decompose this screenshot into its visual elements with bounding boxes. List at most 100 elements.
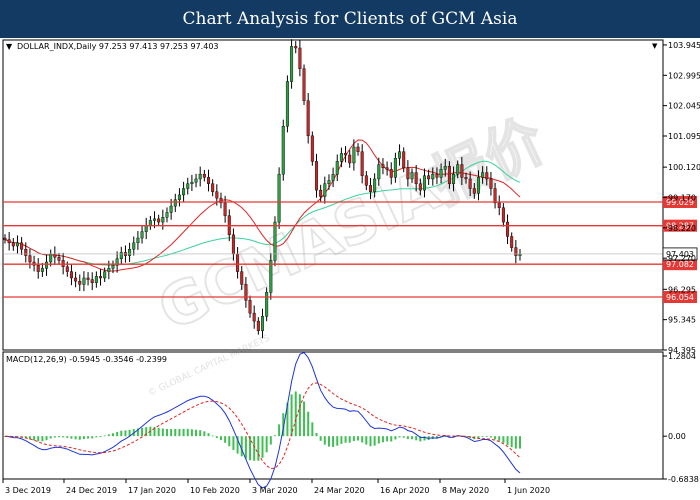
macd-histogram-bar [228, 436, 231, 447]
candle-body [261, 316, 265, 331]
candle-body [472, 188, 476, 194]
candle-body [402, 151, 406, 168]
candle-body [281, 126, 285, 175]
candle-body [78, 280, 82, 285]
macd-histogram-bar [498, 436, 501, 441]
time-tick-label: 8 May 2020 [442, 486, 489, 495]
macd-histogram-bar [286, 402, 289, 437]
current-price-box [662, 247, 698, 261]
candle-body [82, 277, 86, 285]
candle-body [514, 247, 518, 256]
candle-body [165, 212, 169, 218]
macd-histogram-bar [444, 436, 447, 437]
candle-body [381, 164, 385, 168]
time-tick-label: 24 Mar 2020 [314, 486, 365, 495]
candle-body [497, 202, 501, 208]
macd-histogram-bar [174, 428, 177, 437]
candle-body [132, 242, 136, 250]
price-tick-label: 100.120 [668, 163, 700, 172]
macd-histogram-bar [111, 433, 114, 437]
macd-histogram-bar [269, 436, 272, 445]
macd-histogram-bar [311, 422, 314, 437]
macd-histogram-bar [323, 436, 326, 445]
macd-panel-frame [2, 351, 664, 480]
candle-body [15, 242, 19, 247]
candle-body [136, 237, 140, 244]
candle-body [265, 292, 269, 317]
time-tick-label: 3 Mar 2020 [252, 486, 298, 495]
candle-body [140, 231, 144, 239]
level-label: 97.082 [666, 260, 694, 269]
candle-body [314, 161, 318, 191]
macd-indicator [4, 351, 521, 489]
time-axis: 3 Dec 2019 24 Dec 2019 17 Jan 2020 10 Feb 2… [2, 479, 550, 495]
candle-body [348, 154, 352, 164]
candle-body [177, 194, 181, 200]
price-panel-frame [2, 39, 664, 351]
macd-histogram-bar [74, 436, 77, 440]
macd-histogram-bar [37, 436, 40, 442]
macd-histogram-bar [78, 436, 81, 440]
price-tick-label: 98.220 [668, 224, 696, 233]
macd-histogram-bar [157, 427, 160, 437]
macd-histogram-bar [170, 429, 173, 437]
candle-body [45, 261, 49, 269]
candle-body [153, 218, 157, 221]
candle-body [211, 183, 215, 192]
time-tick-label: 24 Dec 2019 [66, 486, 117, 495]
scroll-end-icon[interactable]: ▼ [652, 42, 658, 50]
candle-body [273, 221, 277, 261]
macd-histogram-bar [12, 436, 15, 438]
macd-histogram-bar [240, 436, 243, 457]
candle-body [323, 183, 327, 197]
macd-histogram-bar [66, 436, 69, 438]
macd-histogram-bar [62, 436, 65, 438]
candle-body [406, 167, 410, 180]
price-tick-label: 97.270 [668, 254, 696, 263]
candle-body [298, 47, 302, 69]
time-tick-label: 16 Apr 2020 [380, 486, 429, 495]
candle-body [443, 165, 447, 170]
candle-body [103, 271, 107, 279]
candle-body [194, 178, 198, 183]
macd-histogram-bar [273, 435, 276, 437]
candle-body [173, 199, 177, 207]
candle-body [319, 189, 323, 197]
moving-averages [4, 139, 521, 272]
candle-body [485, 172, 489, 180]
candle-body [360, 151, 364, 176]
macd-histogram-bar [352, 436, 355, 442]
macd-histogram-bar [107, 434, 110, 437]
candle-body [223, 202, 227, 216]
candle-body [456, 164, 460, 175]
candle-body [393, 157, 397, 178]
macd-histogram-bar [315, 432, 318, 437]
candle-body [518, 253, 522, 256]
macd-histogram-bar [33, 436, 36, 441]
macd-histogram-bar [190, 429, 193, 437]
macd-histogram-bar [282, 413, 285, 437]
macd-histogram-bar [406, 436, 409, 440]
macd-histogram-bar [336, 436, 339, 446]
level-label: 96.054 [666, 293, 694, 302]
macd-histogram-bar [244, 436, 247, 459]
macd-histogram-bar [510, 436, 513, 448]
candle-body [28, 255, 32, 263]
macd-histogram-bar [394, 436, 397, 440]
macd-histogram-bar [57, 436, 60, 438]
macd-histogram-bar [307, 411, 310, 437]
candle-body [356, 146, 360, 152]
chart-dropdown-icon[interactable]: ▼ [6, 42, 13, 51]
macd-histogram-bar [332, 436, 335, 447]
fast-moving-average-line [4, 139, 521, 272]
macd-histogram-bar [465, 436, 468, 437]
macd-histogram-bar [186, 428, 189, 437]
macd-histogram-bar [415, 436, 418, 441]
level-label: 98.287 [666, 222, 694, 231]
candle-body [468, 178, 472, 189]
candle-body [439, 169, 443, 178]
level-label-box [663, 195, 697, 208]
macd-tick-label: 1.2804 [668, 352, 696, 361]
macd-histogram-bar [369, 436, 372, 447]
macd-histogram-bar [232, 436, 235, 451]
